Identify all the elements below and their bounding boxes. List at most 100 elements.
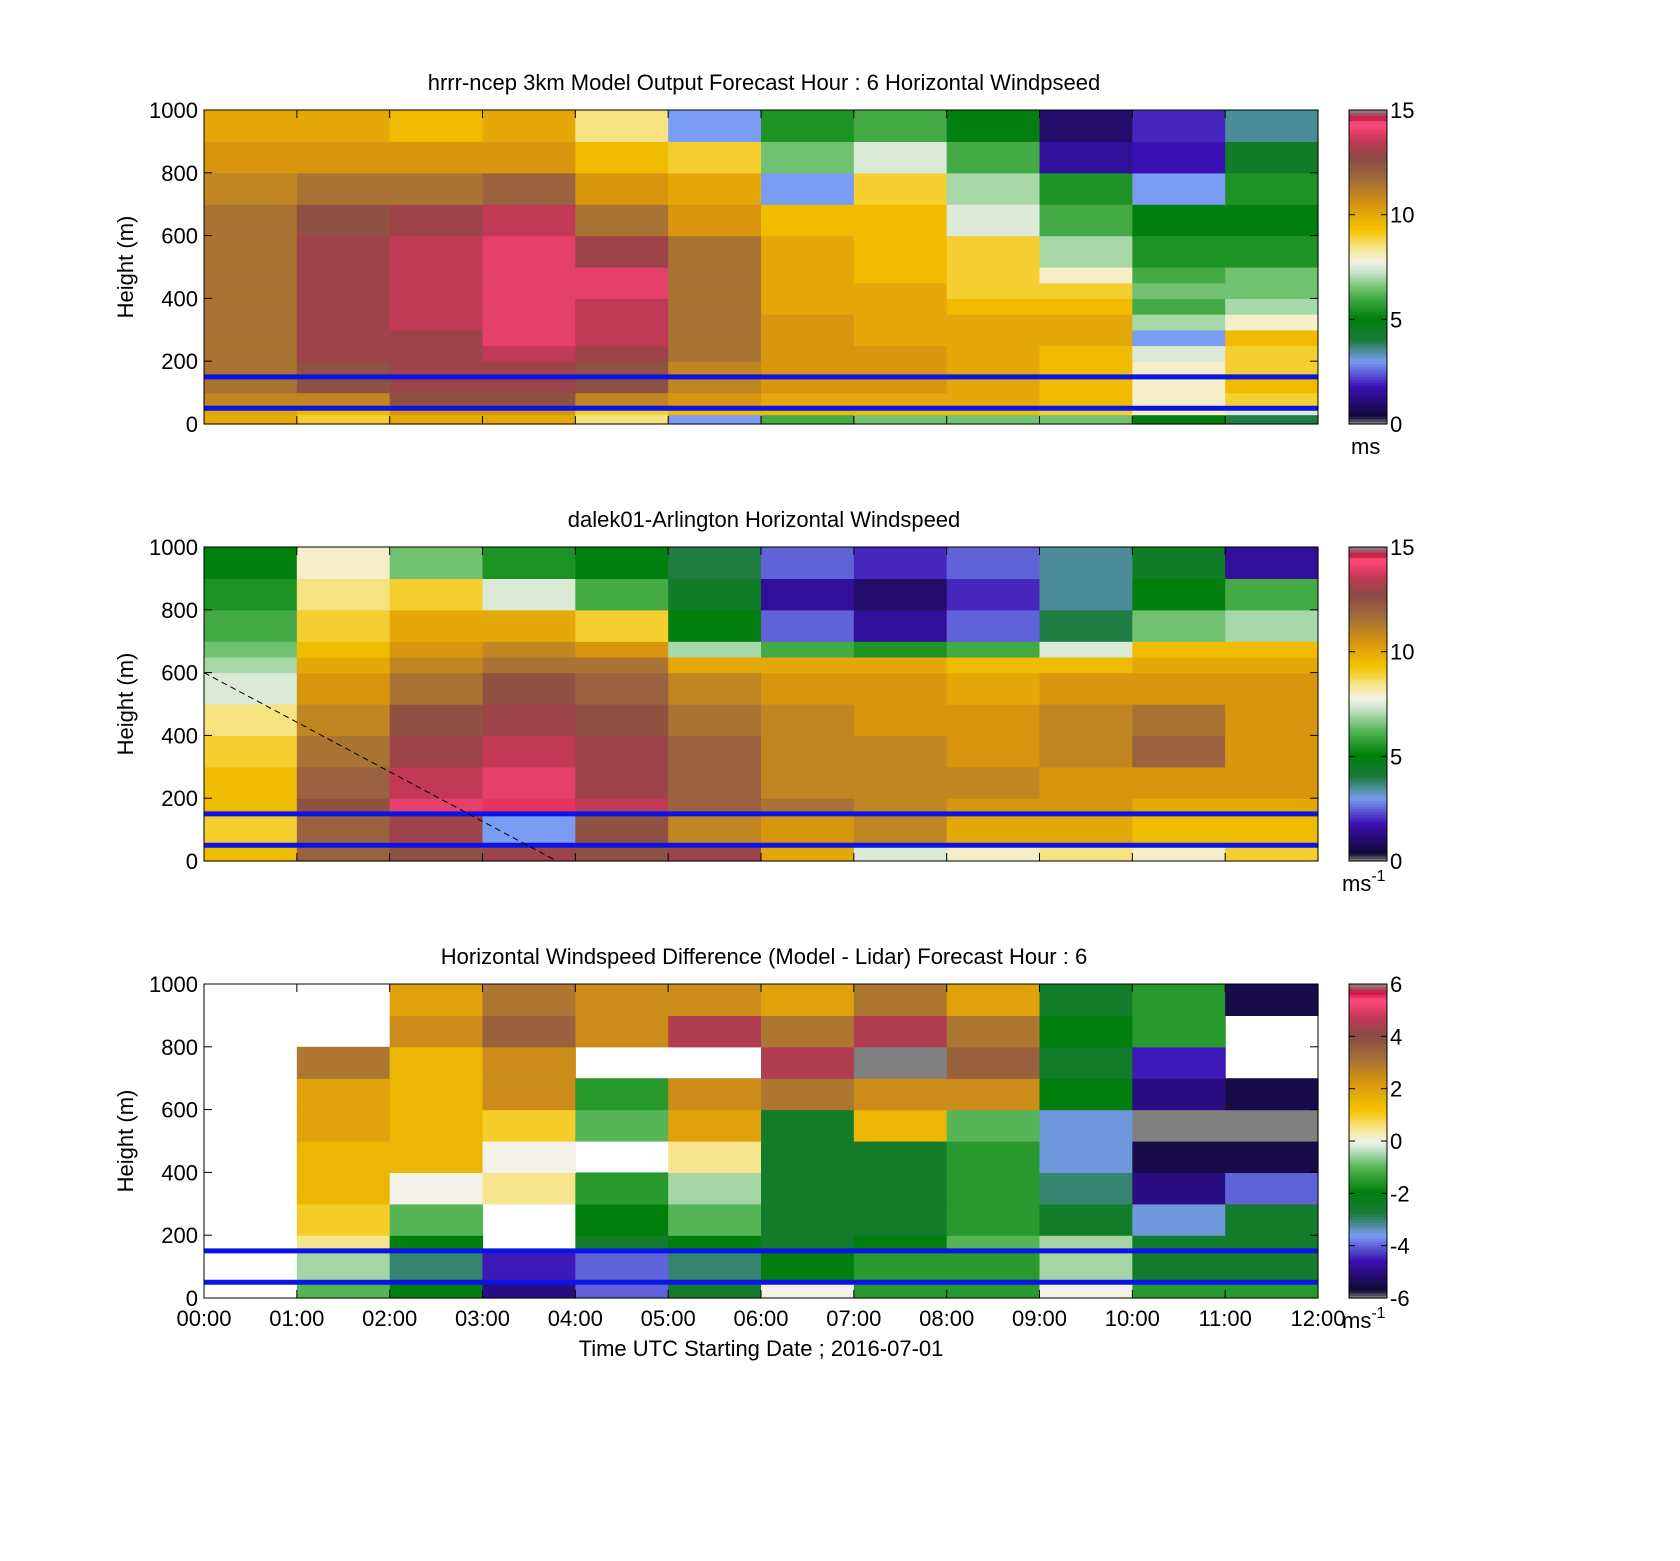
colorbar-segment xyxy=(1349,314,1387,318)
heatmap-cell xyxy=(761,1015,855,1048)
heatmap-cell xyxy=(575,1015,669,1048)
colorbar-segment xyxy=(1349,753,1387,757)
x-tick-label: 00:00 xyxy=(176,1306,231,1331)
colorbar-segment xyxy=(1349,306,1387,310)
heatmap-cell xyxy=(853,408,948,416)
heatmap-cell xyxy=(668,1203,762,1236)
colorbar-segment xyxy=(1349,1282,1387,1286)
colorbar-segment xyxy=(1349,371,1387,375)
heatmap-cell xyxy=(1132,392,1226,409)
heatmap-cell xyxy=(668,845,762,862)
heatmap-cell xyxy=(296,298,391,315)
heatmap-cell xyxy=(668,110,762,142)
heatmap-cell xyxy=(389,704,484,736)
heatmap-cell xyxy=(668,204,762,237)
heatmap-cell xyxy=(204,235,298,268)
heatmap-cell xyxy=(1039,704,1133,736)
heatmap-cell xyxy=(575,1172,669,1205)
heatmap-cell xyxy=(668,408,762,416)
colorbar-segment xyxy=(1349,1253,1387,1257)
heatmap-cell xyxy=(946,172,1041,205)
x-tick-label: 09:00 xyxy=(1012,1306,1067,1331)
colorbar-segment xyxy=(1349,256,1387,260)
heatmap-cell xyxy=(668,414,762,425)
colorbar-segment xyxy=(1349,1292,1387,1296)
colorbar-segment xyxy=(1349,628,1387,632)
colorbar-segment xyxy=(1349,630,1387,634)
colorbar-segment xyxy=(1349,683,1387,687)
heatmap-cell xyxy=(761,1235,855,1252)
heatmap-cell xyxy=(853,609,948,642)
heatmap-cell xyxy=(482,766,576,799)
colorbar-segment xyxy=(1349,1059,1387,1064)
heatmap-cell xyxy=(946,298,1041,315)
colorbar-unit: ms xyxy=(1342,1308,1371,1333)
heatmap-cell xyxy=(1225,547,1319,579)
y-tick-label: 1000 xyxy=(149,972,198,997)
heatmap-cell xyxy=(389,1235,484,1252)
heatmap-cell xyxy=(946,845,1041,862)
heatmap-cell xyxy=(946,1046,1041,1079)
heatmap-cell xyxy=(946,376,1041,394)
heatmap-cell xyxy=(946,984,1041,1016)
heatmap-cell xyxy=(204,376,298,394)
colorbar-segment xyxy=(1349,285,1387,289)
heatmap-cell xyxy=(853,110,948,142)
heatmap-cell xyxy=(204,704,298,736)
colorbar-segment xyxy=(1349,345,1387,349)
colorbar-segment xyxy=(1349,1101,1387,1105)
heatmap-cell xyxy=(668,1250,762,1283)
colorbar-segment xyxy=(1349,560,1387,564)
colorbar-segment xyxy=(1349,834,1387,839)
colorbar-segment xyxy=(1349,858,1387,862)
heatmap-cell xyxy=(482,361,576,378)
heatmap-cell xyxy=(575,813,669,846)
colorbar-tick-label: -4 xyxy=(1390,1234,1410,1259)
heatmap-cell xyxy=(296,361,391,378)
colorbar-segment xyxy=(1349,588,1387,593)
heatmap-cell xyxy=(853,329,948,347)
heatmap-cell xyxy=(389,984,484,1016)
colorbar-segment xyxy=(1349,123,1387,127)
heatmap-cell xyxy=(1039,329,1133,347)
heatmap-cell xyxy=(389,314,484,331)
heatmap-cell xyxy=(296,1078,391,1111)
y-axis-label: Height (m) xyxy=(113,1090,138,1193)
colorbar-segment xyxy=(1349,1075,1387,1079)
colorbar-segment xyxy=(1349,298,1387,302)
colorbar-segment xyxy=(1349,649,1387,653)
heatmap-cell xyxy=(1132,267,1226,284)
heatmap-cell xyxy=(204,656,298,674)
colorbar-segment xyxy=(1349,808,1387,812)
heatmap-cell xyxy=(296,414,391,425)
heatmap-cell xyxy=(1225,298,1319,315)
y-tick-label: 600 xyxy=(161,661,198,686)
heatmap-cell xyxy=(1225,1235,1319,1252)
colorbar-segment xyxy=(1349,601,1387,606)
heatmap-cell xyxy=(389,798,484,815)
heatmap-cell xyxy=(482,267,576,284)
colorbar-segment xyxy=(1349,659,1387,663)
heatmap-cell xyxy=(296,235,391,268)
colorbar-segment xyxy=(1349,999,1387,1003)
heatmap-cell xyxy=(1225,984,1319,1016)
heatmap-cell xyxy=(946,1141,1041,1173)
colorbar-segment xyxy=(1349,178,1387,182)
colorbar-segment xyxy=(1349,303,1387,307)
colorbar-segment xyxy=(1349,1143,1387,1147)
colorbar-segment xyxy=(1349,374,1387,378)
heatmap-cell xyxy=(668,1109,762,1142)
colorbar-segment xyxy=(1349,1271,1387,1276)
heatmap-cell xyxy=(389,578,484,611)
heatmap-cell xyxy=(575,1250,669,1283)
heatmap-cell xyxy=(1225,656,1319,674)
heatmap-cell xyxy=(1225,235,1319,268)
colorbar-segment xyxy=(1349,311,1387,315)
heatmap-cell xyxy=(668,547,762,579)
heatmap-cell xyxy=(1132,1282,1226,1299)
heatmap-cell xyxy=(204,314,298,331)
heatmap-cell xyxy=(761,345,855,362)
colorbar-segment xyxy=(1349,1112,1387,1116)
colorbar-segment xyxy=(1349,136,1387,140)
heatmap-cell xyxy=(1039,1250,1133,1283)
